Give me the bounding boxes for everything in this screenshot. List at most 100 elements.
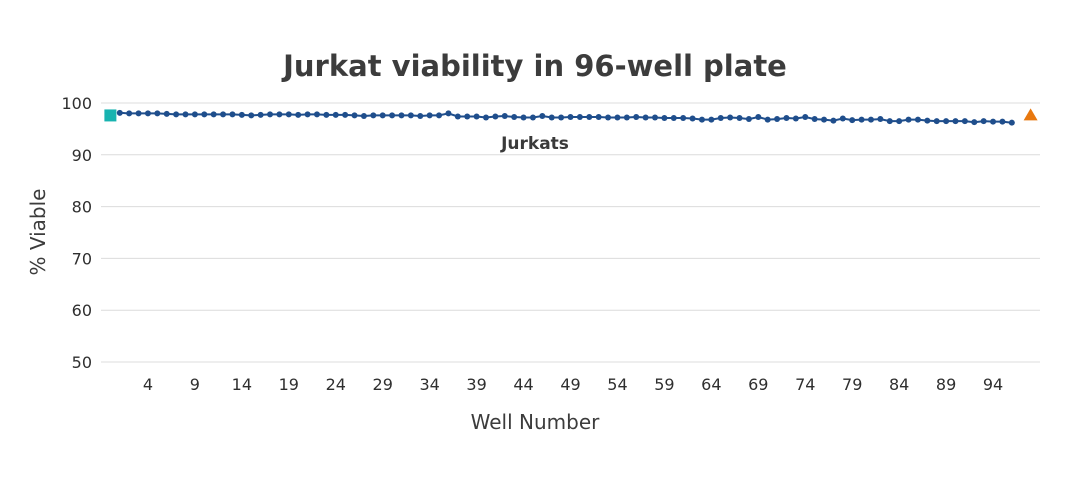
x-tick-label: 89: [936, 375, 956, 394]
x-tick-label: 59: [654, 375, 674, 394]
data-point: [821, 116, 828, 123]
data-point: [436, 112, 443, 119]
data-point: [877, 116, 884, 123]
data-point: [558, 114, 565, 121]
data-point: [755, 113, 762, 120]
data-point: [661, 115, 668, 122]
data-point: [933, 118, 940, 125]
data-point: [802, 113, 809, 120]
data-point: [191, 111, 198, 118]
data-point: [980, 118, 987, 125]
data-point: [811, 116, 818, 123]
y-tick-label: 50: [72, 353, 92, 372]
data-point: [727, 114, 734, 121]
data-point: [680, 115, 687, 122]
data-point: [576, 113, 583, 120]
data-point: [304, 111, 311, 118]
x-tick-label: 14: [232, 375, 252, 394]
data-point: [1008, 119, 1015, 126]
x-tick-label: 24: [326, 375, 346, 394]
data-point: [144, 110, 151, 117]
data-point: [961, 118, 968, 125]
data-point: [351, 112, 358, 119]
data-point: [867, 116, 874, 123]
data-point: [567, 113, 574, 120]
data-point: [614, 114, 621, 121]
x-tick-label: 54: [607, 375, 627, 394]
data-point: [736, 115, 743, 122]
grid-lines: [101, 102, 1040, 363]
data-point: [473, 113, 480, 120]
data-point: [154, 110, 161, 117]
x-tick-label: 74: [795, 375, 815, 394]
data-point: [210, 111, 217, 118]
data-point: [248, 112, 255, 119]
data-point: [792, 115, 799, 122]
data-point: [360, 112, 367, 119]
data-point: [267, 111, 274, 118]
data-point: [905, 116, 912, 123]
data-point: [886, 118, 893, 125]
data-point: [830, 117, 837, 124]
data-point: [529, 114, 536, 121]
data-point: [257, 111, 264, 118]
data-point: [914, 116, 921, 123]
series-points-jurkats: [116, 109, 1015, 126]
data-point: [764, 116, 771, 123]
data-point: [520, 114, 527, 121]
data-point: [426, 112, 433, 119]
x-tick-label: 94: [983, 375, 1003, 394]
data-point: [407, 112, 414, 119]
data-point: [173, 111, 180, 118]
data-point: [698, 116, 705, 123]
chart-title: Jurkat viability in 96-well plate: [281, 49, 787, 83]
x-axis-ticks: 4 9 14 19 24 29 34 39 44 49 54 59 64 69 74 79 84 89 94: [143, 375, 1003, 394]
x-tick-label: 44: [513, 375, 533, 394]
x-tick-label: 39: [466, 375, 486, 394]
data-point: [229, 111, 236, 118]
y-tick-label: 60: [72, 301, 92, 320]
data-point: [220, 111, 227, 118]
data-point: [858, 116, 865, 123]
y-axis-ticks: 50 60 70 80 90 100: [61, 94, 92, 372]
data-point: [182, 111, 189, 118]
data-point: [323, 111, 330, 118]
data-point: [379, 112, 386, 119]
y-tick-label: 80: [72, 198, 92, 217]
data-point: [952, 118, 959, 125]
data-point: [313, 111, 320, 118]
data-point: [623, 114, 630, 121]
x-tick-label: 19: [279, 375, 299, 394]
data-point: [999, 118, 1006, 125]
data-point: [492, 113, 499, 120]
data-point: [482, 114, 489, 121]
special-markers: [104, 108, 1038, 122]
data-point: [652, 114, 659, 121]
data-point: [774, 116, 781, 123]
data-point: [464, 113, 471, 120]
data-point: [971, 119, 978, 126]
data-point: [745, 116, 752, 123]
data-point: [708, 116, 715, 123]
data-point: [548, 114, 555, 121]
data-point: [238, 111, 245, 118]
data-point: [990, 118, 997, 125]
y-tick-label: 90: [72, 146, 92, 165]
series-label-jurkats: Jurkats: [500, 134, 569, 154]
y-tick-label: 100: [61, 94, 92, 113]
data-point: [924, 117, 931, 124]
data-point: [511, 113, 518, 120]
data-point: [135, 110, 142, 117]
square-marker: [104, 109, 117, 122]
x-tick-label: 64: [701, 375, 721, 394]
y-tick-label: 70: [72, 249, 92, 268]
data-point: [839, 115, 846, 122]
data-point: [642, 114, 649, 121]
data-point: [285, 111, 292, 118]
data-point: [342, 111, 349, 118]
x-tick-label: 4: [143, 375, 153, 394]
data-point: [689, 115, 696, 122]
data-point: [539, 112, 546, 119]
data-point: [586, 113, 593, 120]
